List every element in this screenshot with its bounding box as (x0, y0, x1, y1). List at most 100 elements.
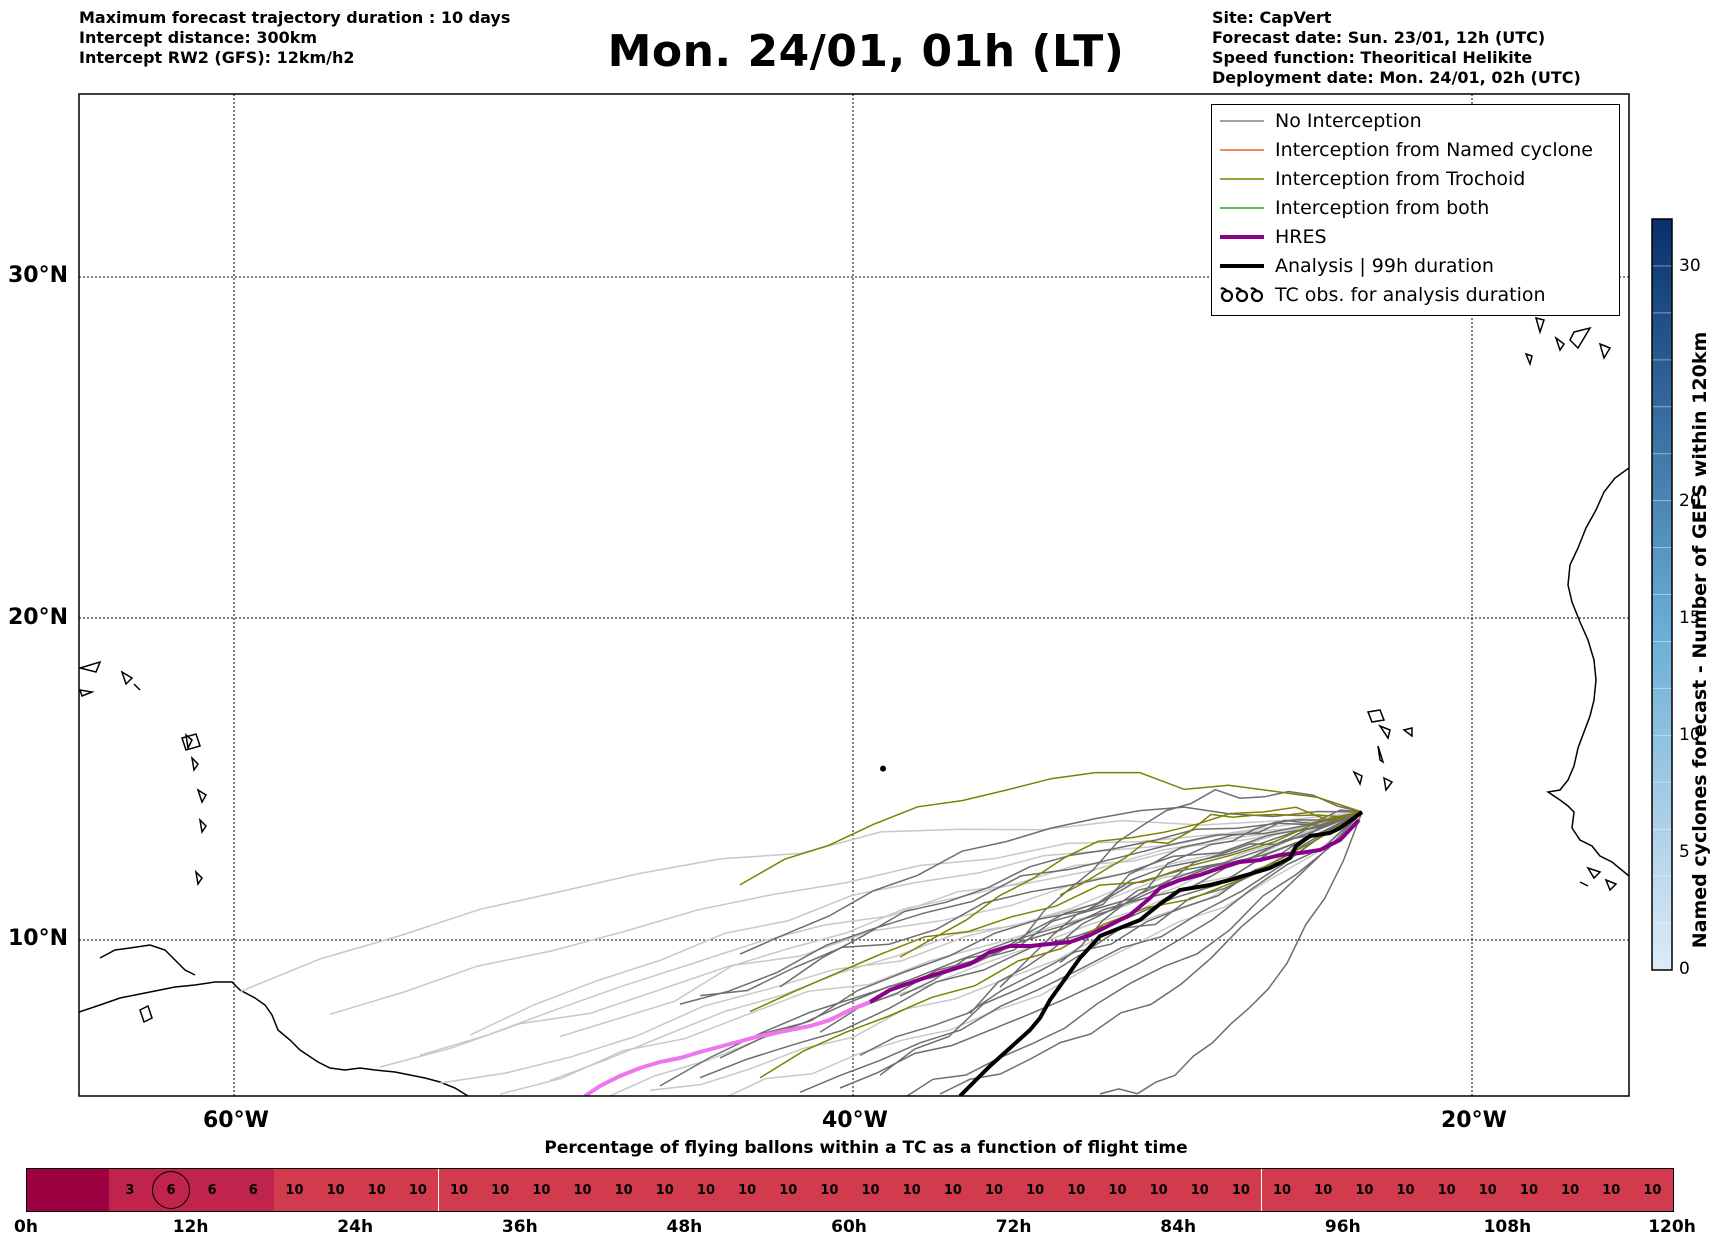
time-bar-cell: 10 (932, 1169, 974, 1211)
time-bar-cell: 10 (767, 1169, 809, 1211)
time-bar-cell: 10 (273, 1169, 316, 1211)
time-bar-cell: 10 (1343, 1169, 1385, 1211)
time-bar-cell: 10 (891, 1169, 933, 1211)
time-bar-cell: 10 (1014, 1169, 1056, 1211)
legend-label: TC obs. for analysis duration (1275, 284, 1546, 306)
hres-trajectory-tail (583, 1000, 871, 1096)
time-bar-cell: 10 (356, 1169, 398, 1211)
launch-site-marker (880, 765, 887, 772)
analysis-trajectory (958, 810, 1364, 1096)
time-bar-cell: 10 (644, 1169, 686, 1211)
time-bar-cell: 10 (1631, 1169, 1673, 1211)
time-bar-cell: 3 (109, 1169, 151, 1211)
time-bar-cell: 10 (1302, 1169, 1344, 1211)
lon-label-60w: 60°W (203, 1108, 269, 1133)
hres-trajectory (868, 818, 1361, 1004)
time-bar-cell: 10 (1549, 1169, 1591, 1211)
africa-coast (1546, 467, 1629, 877)
time-bar-label: 120h (1648, 1217, 1696, 1237)
time-bar-cell: 10 (479, 1169, 521, 1211)
time-bar-label: 48h (666, 1217, 703, 1237)
time-bar-cell (27, 1169, 69, 1211)
colorbar-frame (1651, 218, 1673, 971)
time-bar-cell: 10 (1096, 1169, 1139, 1211)
time-bar-cell: 10 (1508, 1169, 1550, 1211)
trajectory-trochoid (739, 771, 1363, 886)
time-bar-cell: 10 (726, 1169, 768, 1211)
time-bar-label: 84h (1160, 1217, 1197, 1237)
intercept-rw2-text: Intercept RW2 (GFS): 12km/h2 (79, 48, 355, 67)
lat-label-30n: 30°N (8, 263, 69, 288)
cape-verde (1352, 709, 1413, 792)
time-bar-cell: 10 (1384, 1169, 1427, 1211)
trajectory-faded (726, 811, 1363, 1096)
trajectory-trochoid (749, 811, 1363, 1013)
time-bar-cell: 10 (685, 1169, 727, 1211)
trajectory-no-interception (905, 811, 1363, 1096)
time-bar-cell: 10 (1467, 1169, 1509, 1211)
forecast-settings: Maximum forecast trajectory duration : 1… (79, 8, 510, 68)
legend-item-both: Interception from both (1212, 194, 1619, 222)
legend-item-hres: HRES (1212, 223, 1619, 251)
lesser-antilles (184, 733, 208, 886)
colorbar (1651, 218, 1673, 971)
time-bar-label: 0h (14, 1217, 38, 1237)
legend-item-no-interception: No Interception (1212, 107, 1619, 135)
legend-line-olive (1220, 178, 1264, 180)
time-bar-cell: 10 (1426, 1169, 1468, 1211)
site-text: Site: CapVert (1212, 8, 1332, 27)
colorbar-tick-0: 0 (1679, 959, 1690, 979)
graticule (79, 94, 1629, 1096)
time-bar-cell: 10 (603, 1169, 645, 1211)
coastlines (79, 316, 1629, 1096)
trajectory-faded (469, 811, 1363, 1036)
time-bar-cell: 6 (191, 1169, 233, 1211)
intercept-distance-text: Intercept distance: 300km (79, 28, 318, 47)
trajectory-no-interception (719, 811, 1363, 1059)
trajectory-no-interception (799, 811, 1363, 1093)
lon-label-20w: 20°W (1441, 1108, 1507, 1133)
max-duration-text: Maximum forecast trajectory duration : 1… (79, 8, 511, 27)
colorbar-tick-20: 20 (1679, 491, 1701, 511)
colorbar-tick-15: 15 (1679, 608, 1701, 628)
time-bar: 3 6 6 6 10 10 10 10 10 10 10 10 10 10 10 10 10 10 10 10 10 10… (26, 1168, 1674, 1212)
trajectory-no-interception (939, 811, 1363, 1095)
time-bar-label: 96h (1324, 1217, 1361, 1237)
time-bar-cell: 10 (1179, 1169, 1221, 1211)
trajectory-trochoid (899, 806, 1363, 958)
legend-label: Interception from Trochoid (1275, 168, 1526, 190)
trajectory-no-interception (819, 811, 1363, 1033)
legend-label: No Interception (1275, 110, 1422, 132)
time-marker-ring (152, 1171, 190, 1209)
trajectory-no-interception (659, 811, 1363, 1087)
time-bar-cell: 10 (315, 1169, 357, 1211)
time-bar-cell: 10 (850, 1169, 892, 1211)
trajectory-no-interception (899, 811, 1363, 997)
cyclone-symbol-icon (1220, 287, 1264, 303)
launch-point (880, 765, 887, 772)
colorbar-label: Named cyclones forecast - Number of GEFS… (1689, 331, 1711, 949)
legend-item-tc-obs: TC obs. for analysis duration (1212, 281, 1619, 309)
legend-item-trochoid: Interception from Trochoid (1212, 165, 1619, 193)
trinidad (139, 1004, 153, 1024)
legend-line-purple (1220, 235, 1264, 239)
legend-label: Interception from both (1275, 197, 1490, 219)
trajectory-no-interception (1099, 811, 1363, 1095)
lat-label-20n: 20°N (8, 605, 69, 630)
time-bar-cell (68, 1169, 110, 1211)
time-bar-label: 60h (831, 1217, 867, 1237)
trajectory-faded (607, 811, 1363, 1096)
time-bar-title: Percentage of flying ballons within a TC… (544, 1138, 1188, 1158)
colorbar-tick-5: 5 (1679, 842, 1690, 862)
legend-label: Analysis | 99h duration (1275, 255, 1494, 277)
trajectory-no-interception (699, 811, 1363, 997)
time-bar-cell: 10 (1261, 1169, 1303, 1211)
trajectory-no-interception (999, 811, 1363, 988)
time-bar-label: 36h (501, 1217, 538, 1237)
venezuela-coast (99, 944, 196, 976)
legend-line-grey (1220, 120, 1264, 122)
legend-item-analysis: Analysis | 99h duration (1212, 252, 1619, 280)
colorbar-tick-30: 30 (1679, 256, 1701, 276)
legend-line-black (1220, 264, 1264, 268)
trajectories-trochoid (739, 771, 1363, 1079)
